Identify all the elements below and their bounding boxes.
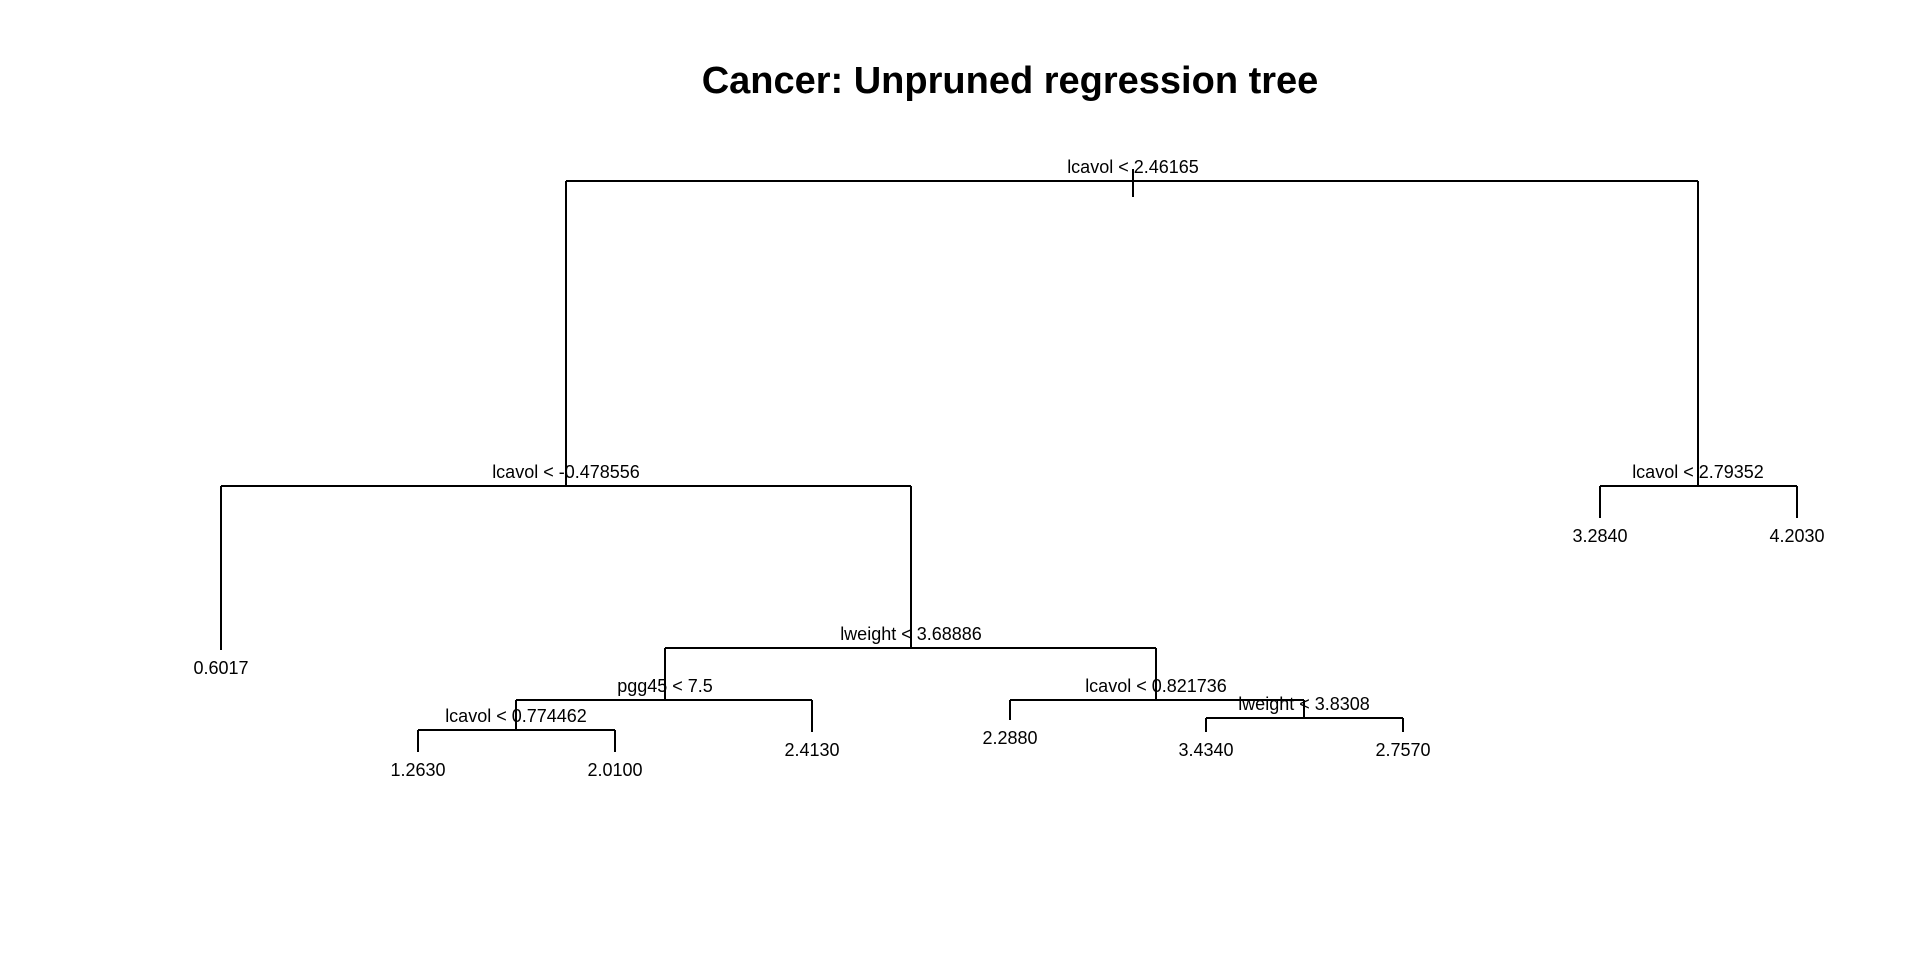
leaf-value-leaf-2-7570: 2.7570 <box>1375 740 1430 760</box>
leaf-value-leaf-2-4130: 2.4130 <box>784 740 839 760</box>
tree-edges <box>220 169 1798 752</box>
leaf-value-leaf-3-4340: 3.4340 <box>1178 740 1233 760</box>
tree-labels: lcavol < 2.46165 lcavol < -0.478556 0.6017… <box>193 157 1824 780</box>
leaf-value-leaf-1-2630: 1.2630 <box>390 760 445 780</box>
split-label-root: lcavol < 2.46165 <box>1067 157 1199 177</box>
split-label-n2: lcavol < -0.478556 <box>492 462 640 482</box>
leaf-value-leaf-4-2030: 4.2030 <box>1769 526 1824 546</box>
split-label-n5: lweight < 3.68886 <box>840 624 982 644</box>
split-label-n20: lcavol < 0.774462 <box>445 706 587 726</box>
split-label-n23: lweight < 3.8308 <box>1238 694 1370 714</box>
leaf-value-leaf-2-0100: 2.0100 <box>587 760 642 780</box>
leaf-value-leaf-0-6017: 0.6017 <box>193 658 248 678</box>
leaf-value-leaf-2-2880: 2.2880 <box>982 728 1037 748</box>
leaf-value-leaf-3-2840: 3.2840 <box>1572 526 1627 546</box>
split-label-n11: lcavol < 0.821736 <box>1085 676 1227 696</box>
chart-title: Cancer: Unpruned regression tree <box>702 60 1319 102</box>
split-label-n10: pgg45 < 7.5 <box>617 676 713 696</box>
split-label-n3: lcavol < 2.79352 <box>1632 462 1764 482</box>
